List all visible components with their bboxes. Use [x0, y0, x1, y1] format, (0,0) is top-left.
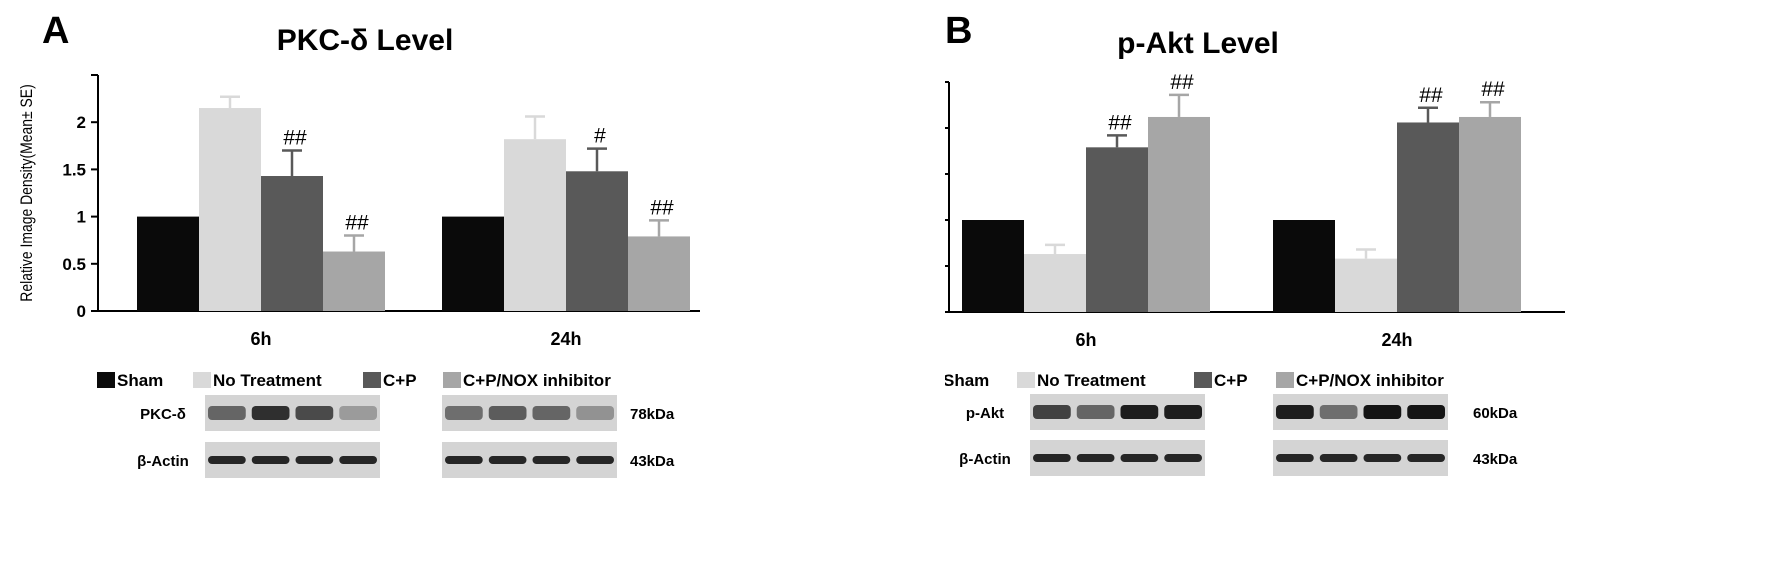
blot-band: [1319, 454, 1358, 462]
blot-band: [1033, 405, 1071, 419]
significance-annotation: ##: [345, 211, 369, 234]
legend-label: C+P/NOX inhibitor: [463, 371, 611, 390]
legend-label: Sham: [945, 371, 989, 390]
blot-band: [1120, 405, 1159, 419]
significance-annotation: ##: [1170, 71, 1194, 94]
blot-kda-label: 60kDa: [1473, 405, 1518, 422]
legend-swatch: [443, 372, 461, 388]
bar: [1148, 116, 1210, 313]
blot-kda-label: 43kDa: [630, 453, 675, 470]
blot-band: [488, 406, 527, 420]
significance-annotation: ##: [283, 127, 307, 150]
blot-band: [251, 406, 290, 420]
significance-annotation: ##: [1108, 111, 1132, 134]
bar: [628, 236, 690, 311]
blot-row-label: PKC-δ: [140, 406, 186, 423]
panel-label: B: [945, 10, 972, 52]
x-tick-label: 24h: [1381, 330, 1412, 350]
blot-band: [1276, 405, 1314, 419]
blot-band: [251, 456, 290, 464]
pkc-delta-chart: A PKC-δ Level Relative Image Density(Mean±…: [18, 10, 700, 478]
blot-band: [208, 406, 246, 420]
legend-label: C+P: [383, 371, 417, 390]
blot-band: [1363, 405, 1402, 419]
bar: [504, 139, 566, 311]
blot-band: [1407, 454, 1445, 462]
blot-band: [532, 406, 571, 420]
blot-band: [1076, 454, 1115, 462]
legend-swatch: [363, 372, 381, 388]
blot-band: [339, 456, 377, 464]
blot-band: [295, 406, 334, 420]
blot-band: [445, 456, 483, 464]
blot-row-label: p-Akt: [966, 405, 1004, 422]
significance-annotation: ##: [1419, 84, 1443, 107]
significance-annotation: ##: [1481, 78, 1505, 101]
blot-band: [488, 456, 527, 464]
panel-label: A: [42, 10, 69, 52]
bar: [1273, 220, 1335, 312]
bar: [323, 251, 385, 311]
legend-label: No Treatment: [213, 371, 322, 390]
y-tick-label: 0: [77, 302, 86, 321]
bar: [261, 176, 323, 311]
blot-band: [1033, 454, 1071, 462]
blot-band: [208, 456, 246, 464]
blot-band: [445, 406, 483, 420]
blot-band: [1164, 405, 1202, 419]
blot-band: [1164, 454, 1202, 462]
blot-band: [295, 456, 334, 464]
chart-title: PKC-δ Level: [277, 24, 454, 57]
blot-band: [1076, 405, 1115, 419]
y-tick-label: 1.5: [62, 160, 86, 179]
y-tick-label: 1: [77, 208, 86, 227]
blot-band: [1120, 454, 1159, 462]
x-tick-label: 24h: [550, 329, 581, 349]
bar: [1024, 254, 1086, 312]
bar: [1086, 147, 1148, 312]
legend-label: No Treatment: [1037, 371, 1146, 390]
blot-kda-label: 78kDa: [630, 406, 675, 423]
blot-kda-label: 43kDa: [1473, 451, 1518, 468]
legend-swatch: [1194, 372, 1212, 388]
blot-band: [532, 456, 571, 464]
legend-swatch: [193, 372, 211, 388]
bar: [442, 216, 504, 311]
legend-label: Sham: [117, 371, 163, 390]
blot-band: [576, 406, 614, 420]
panel-a: A PKC-δ Level Relative Image Density(Mean±…: [0, 0, 880, 561]
bar: [566, 171, 628, 311]
x-tick-label: 6h: [250, 329, 271, 349]
chart-title: p-Akt Level: [1117, 27, 1279, 60]
legend-label: C+P: [1214, 371, 1248, 390]
bar: [962, 220, 1024, 312]
x-tick-label: 6h: [1075, 330, 1096, 350]
bar: [1335, 258, 1397, 312]
bar: [199, 108, 261, 311]
blot-band: [1407, 405, 1445, 419]
legend-label: C+P/NOX inhibitor: [1296, 371, 1444, 390]
blot-band: [576, 456, 614, 464]
bar: [137, 216, 199, 311]
significance-annotation: ##: [650, 196, 674, 219]
bar: [1459, 116, 1521, 313]
blot-band: [339, 406, 377, 420]
bar: [1397, 122, 1459, 312]
blot-row-label: β-Actin: [959, 451, 1011, 468]
blot-band: [1276, 454, 1314, 462]
significance-annotation: #: [594, 125, 606, 148]
legend-swatch: [97, 372, 115, 388]
y-axis-label: Relative Image Density(Mean± SE): [18, 84, 37, 301]
y-tick-label: 0.5: [62, 255, 86, 274]
blot-band: [1363, 454, 1402, 462]
blot-band: [1319, 405, 1358, 419]
blot-row-label: β-Actin: [137, 453, 189, 470]
legend-swatch: [1017, 372, 1035, 388]
legend-swatch: [1276, 372, 1294, 388]
y-tick-label: 2: [77, 113, 86, 132]
